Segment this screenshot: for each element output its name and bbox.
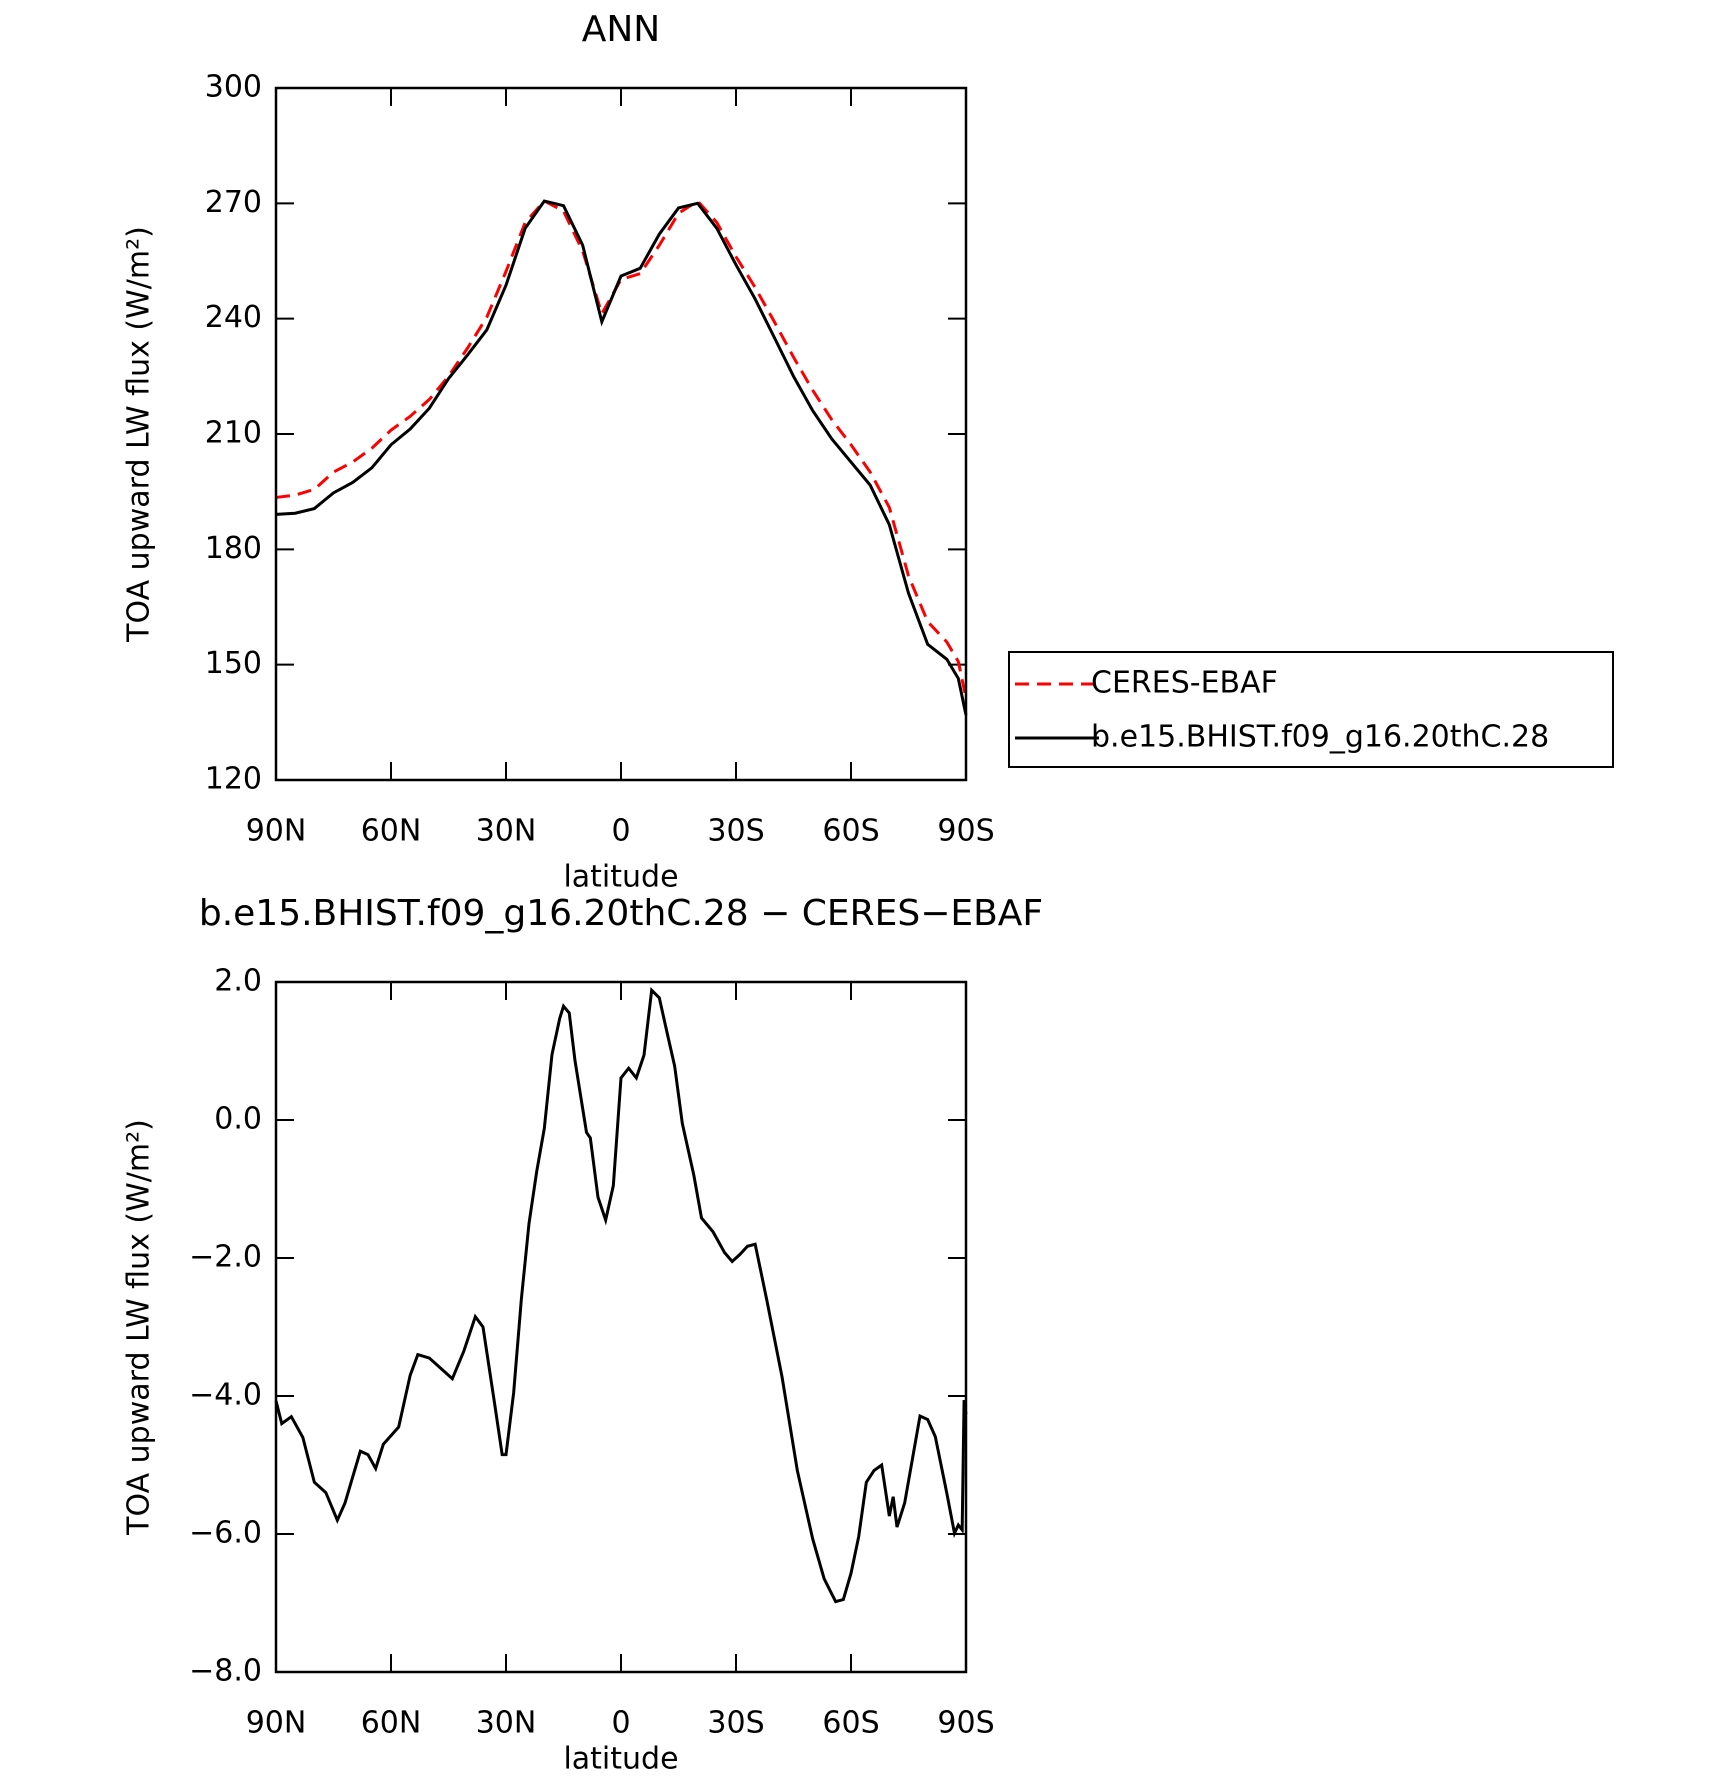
x-tick-label: 30N: [476, 814, 537, 849]
chart-title: b.e15.BHIST.f09_g16.20thC.28 − CERES−EBA…: [199, 893, 1043, 934]
x-tick-label: 30N: [476, 1706, 537, 1741]
data-line: [275, 199, 968, 699]
chart-title: ANN: [582, 9, 661, 50]
x-tick-label: 30S: [707, 814, 764, 849]
y-tick-label: 150: [205, 646, 262, 681]
y-tick-label: −6.0: [189, 1516, 262, 1551]
x-tick-label: 0: [611, 814, 630, 849]
x-tick-label: 60N: [361, 1706, 422, 1741]
x-tick-label: 90S: [937, 814, 994, 849]
legend-label: CERES-EBAF: [1091, 666, 1278, 701]
y-tick-label: 2.0: [214, 964, 262, 999]
data-line: [274, 987, 968, 1604]
x-tick-label: 90N: [246, 1706, 307, 1741]
data-line: [275, 199, 968, 716]
x-tick-label: 30S: [707, 1706, 764, 1741]
y-tick-label: 120: [205, 762, 262, 797]
legend-box: [1008, 651, 1614, 768]
y-axis-label: TOA upward LW flux (W/m²): [122, 1119, 157, 1536]
y-tick-label: 180: [205, 531, 262, 566]
y-axis-label: TOA upward LW flux (W/m²): [122, 226, 157, 643]
x-tick-label: 60S: [822, 814, 879, 849]
y-tick-label: −4.0: [189, 1378, 262, 1413]
x-tick-label: 60N: [361, 814, 422, 849]
x-tick-label: 90S: [937, 1706, 994, 1741]
y-tick-label: 240: [205, 300, 262, 335]
legend-label: b.e15.BHIST.f09_g16.20thC.28: [1091, 720, 1549, 755]
y-tick-label: 0.0: [214, 1102, 262, 1137]
y-tick-label: 210: [205, 416, 262, 451]
plot-frame: [274, 980, 968, 1674]
y-tick-label: −2.0: [189, 1240, 262, 1275]
y-tick-label: 270: [205, 185, 262, 220]
y-tick-label: 300: [205, 70, 262, 105]
x-tick-label: 0: [611, 1706, 630, 1741]
plot-frame: [274, 86, 968, 782]
x-axis-label: latitude: [563, 860, 678, 895]
x-tick-label: 60S: [822, 1706, 879, 1741]
x-tick-label: 90N: [246, 814, 307, 849]
x-axis-label: latitude: [563, 1742, 678, 1777]
y-tick-label: −8.0: [189, 1654, 262, 1689]
